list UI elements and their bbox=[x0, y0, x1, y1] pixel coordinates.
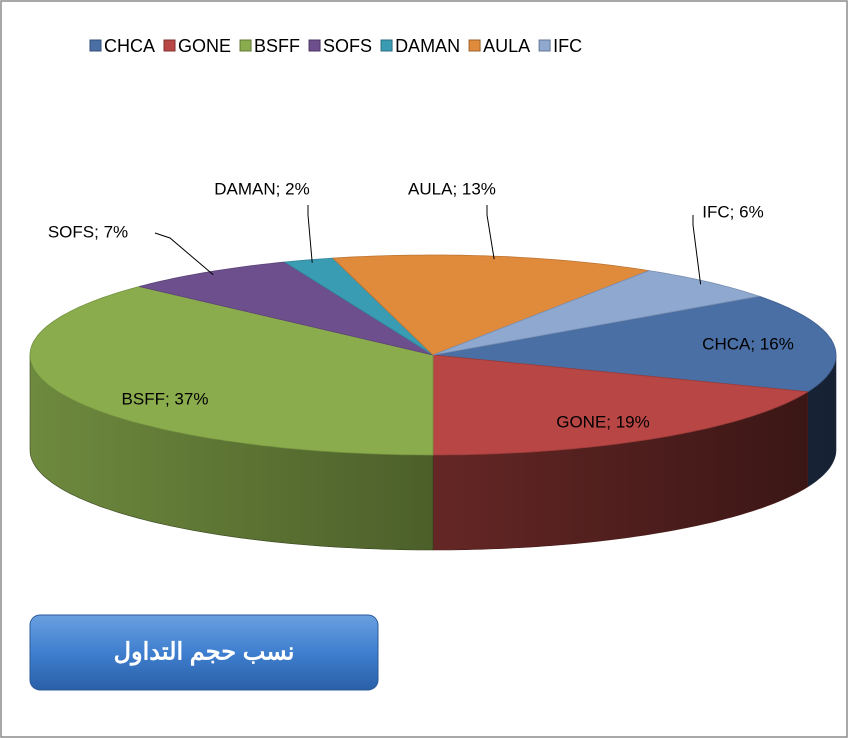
slice bbox=[432, 354, 809, 456]
legend-label: IFC bbox=[553, 36, 582, 56]
legend-swatch bbox=[308, 39, 321, 52]
slice bbox=[29, 286, 434, 456]
slice bbox=[331, 254, 651, 356]
data-label: IFC; 6% bbox=[702, 202, 763, 221]
data-label: SOFS; 7% bbox=[48, 222, 128, 241]
legend: CHCA GONE BSFF SOFS DAMAN AULA IFC bbox=[89, 36, 582, 56]
leader-line bbox=[154, 232, 214, 276]
legend-label: AULA bbox=[483, 36, 530, 56]
legend-swatch bbox=[380, 39, 393, 52]
slice bbox=[139, 261, 434, 356]
data-label: GONE; 19% bbox=[556, 412, 650, 431]
data-label: BSFF; 37% bbox=[122, 389, 209, 408]
leader-line bbox=[692, 215, 702, 285]
legend-swatch bbox=[468, 39, 481, 52]
legend-label: SOFS bbox=[323, 36, 372, 56]
slice bbox=[283, 257, 434, 356]
legend-swatch bbox=[239, 39, 252, 52]
legend-swatch bbox=[538, 39, 551, 52]
pie: CHCA; 16% GONE; 19% BSFF; 37% SOFS; 7% DAMAN… bbox=[29, 179, 837, 551]
chart-title: نسب حجم التداول bbox=[114, 638, 295, 666]
data-label: AULA; 13% bbox=[408, 179, 496, 198]
legend-label: DAMAN bbox=[395, 36, 460, 56]
legend-label: CHCA bbox=[104, 36, 155, 56]
slice bbox=[432, 295, 837, 393]
slice bbox=[432, 270, 761, 356]
legend-swatch bbox=[163, 39, 176, 52]
legend-label: BSFF bbox=[254, 36, 300, 56]
leader-line bbox=[486, 205, 495, 260]
data-label: CHCA; 16% bbox=[702, 334, 794, 353]
data-label: DAMAN; 2% bbox=[214, 179, 309, 198]
legend-label: GONE bbox=[178, 36, 231, 56]
title-box bbox=[29, 614, 379, 691]
legend-swatch bbox=[89, 39, 102, 52]
leader-line bbox=[307, 205, 313, 263]
